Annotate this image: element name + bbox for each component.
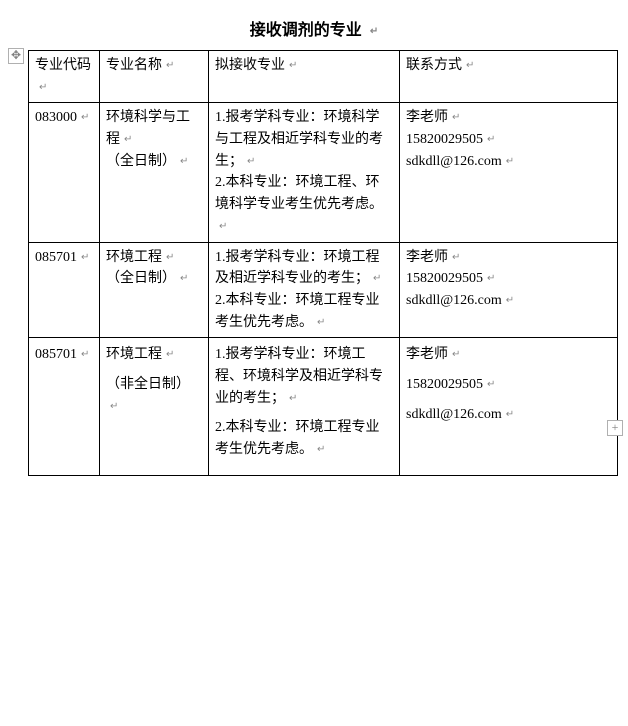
contact-line: sdkdll@126.com↵ — [406, 290, 611, 312]
cell-contact: 李老师↵ 15820029505↵ sdkdll@126.com↵ — [400, 338, 618, 475]
paragraph-mark: ↵ — [466, 58, 474, 74]
cell-contact: 李老师↵15820029505↵sdkdll@126.com↵ — [400, 242, 618, 338]
paragraph-mark: ↵ — [487, 271, 495, 287]
table-container: ✥ + 专业代码↵ 专业名称↵ 拟接收专业↵ 联系方式↵ 083000↵环境科学… — [10, 50, 618, 476]
cell-accept: 1.报考学科专业：环境科学与工程及相近学科专业的考生；↵2.本科专业：环境工程、… — [209, 103, 400, 242]
paragraph-mark: ↵ — [124, 132, 132, 148]
cell-name: 环境工程↵ （非全日制）↵ — [100, 338, 209, 475]
cell-code: 085701 ↵ — [29, 338, 100, 475]
paragraph-mark: ↵ — [452, 250, 460, 266]
paragraph-mark: ↵ — [317, 442, 325, 458]
header-contact: 联系方式 ↵ — [400, 51, 618, 103]
paragraph-mark: ↵ — [487, 132, 495, 148]
cell-contact: 李老师↵15820029505↵sdkdll@126.com↵ — [400, 103, 618, 242]
paragraph-mark: ↵ — [180, 271, 188, 287]
cell-name: 环境科学与工程↵（全日制）↵ — [100, 103, 209, 242]
title-text: 接收调剂的专业 — [250, 22, 362, 39]
cell-name: 环境工程↵（全日制）↵ — [100, 242, 209, 338]
name-line: （非全日制）↵ — [106, 374, 202, 417]
paragraph-mark: ↵ — [289, 391, 297, 407]
paragraph-mark: ↵ — [39, 80, 47, 96]
paragraph-mark: ↵ — [506, 407, 514, 423]
table-row: 085701↵环境工程↵（全日制）↵1.报考学科专业：环境工程及相近学科专业的考… — [29, 242, 618, 338]
paragraph-mark: ↵ — [166, 58, 174, 74]
paragraph-mark: ↵ — [506, 154, 514, 170]
cell-accept: 1.报考学科专业：环境工程及相近学科专业的考生；↵2.本科专业：环境工程专业考生… — [209, 242, 400, 338]
cell-code: 085701 ↵ — [29, 242, 100, 338]
paragraph-mark: ↵ — [289, 58, 297, 74]
paragraph-mark: ↵ — [219, 219, 227, 235]
contact-line: 李老师↵ — [406, 107, 611, 129]
name-line: 环境科学与工程↵ — [106, 107, 202, 150]
insert-column-icon[interactable]: + — [607, 420, 623, 436]
paragraph-mark: ↵ — [166, 347, 174, 363]
table-row: 083000↵环境科学与工程↵（全日制）↵1.报考学科专业：环境科学与工程及相近… — [29, 103, 618, 242]
table-header-row: 专业代码 ↵ 专业名称 ↵ 拟接收专业 ↵ 联系方式 ↵ — [29, 51, 618, 103]
majors-table: 专业代码↵ 专业名称↵ 拟接收专业↵ 联系方式↵ 083000↵环境科学与工程↵… — [28, 50, 618, 476]
name-line: （全日制）↵ — [106, 268, 202, 290]
contact-line: 15820029505↵ — [406, 374, 611, 396]
paragraph-mark: ↵ — [81, 347, 89, 363]
paragraph-mark: ↵ — [180, 154, 188, 170]
contact-line: 李老师↵ — [406, 247, 611, 269]
paragraph-mark: ↵ — [487, 377, 495, 393]
paragraph-mark: ↵ — [373, 271, 381, 287]
name-line: （全日制）↵ — [106, 151, 202, 173]
code-text: 085701 — [35, 347, 77, 362]
accept-line: 2.本科专业：环境工程专业考生优先考虑。↵ — [215, 417, 393, 460]
cell-code: 083000 ↵ — [29, 103, 100, 242]
paragraph-mark: ↵ — [247, 154, 255, 170]
page-title: 接收调剂的专业 ↵ — [10, 10, 618, 50]
header-accept-text: 拟接收专业 — [215, 58, 285, 73]
cell-accept: 1.报考学科专业：环境工程、环境科学及相近学科专业的考生；↵ 2.本科专业：环境工… — [209, 338, 400, 475]
contact-line: sdkdll@126.com↵ — [406, 151, 611, 173]
header-name-text: 专业名称 — [106, 58, 162, 73]
contact-line: 15820029505↵ — [406, 129, 611, 151]
paragraph-mark: ↵ — [81, 250, 89, 266]
contact-line: sdkdll@126.com↵ — [406, 404, 611, 426]
name-line: 环境工程↵ — [106, 247, 202, 269]
contact-line: 李老师↵ — [406, 344, 611, 366]
header-accept: 拟接收专业 ↵ — [209, 51, 400, 103]
header-code-text: 专业代码 — [35, 58, 91, 73]
table-anchor-icon: ✥ — [8, 48, 24, 64]
paragraph-mark: ↵ — [452, 110, 460, 126]
paragraph-mark: ↵ — [370, 26, 378, 37]
header-code: 专业代码 ↵ — [29, 51, 100, 103]
accept-line: 1.报考学科专业：环境工程、环境科学及相近学科专业的考生；↵ — [215, 344, 393, 409]
paragraph-mark: ↵ — [506, 293, 514, 309]
accept-line: 2.本科专业：环境工程、环境科学专业考生优先考虑。↵ — [215, 172, 393, 237]
paragraph-mark: ↵ — [317, 315, 325, 331]
name-line: 环境工程↵ — [106, 344, 202, 366]
accept-line: 1.报考学科专业：环境科学与工程及相近学科专业的考生；↵ — [215, 107, 393, 172]
code-text: 085701 — [35, 250, 77, 265]
table-row: 085701↵环境工程↵（非全日制）↵1.报考学科专业：环境工程、环境科学及相近… — [29, 338, 618, 475]
paragraph-mark: ↵ — [110, 399, 118, 415]
contact-line: 15820029505↵ — [406, 268, 611, 290]
paragraph-mark: ↵ — [81, 110, 89, 126]
header-contact-text: 联系方式 — [406, 58, 462, 73]
accept-line: 1.报考学科专业：环境工程及相近学科专业的考生；↵ — [215, 247, 393, 290]
code-text: 083000 — [35, 110, 77, 125]
paragraph-mark: ↵ — [452, 347, 460, 363]
accept-line: 2.本科专业：环境工程专业考生优先考虑。↵ — [215, 290, 393, 333]
paragraph-mark: ↵ — [166, 250, 174, 266]
header-name: 专业名称 ↵ — [100, 51, 209, 103]
